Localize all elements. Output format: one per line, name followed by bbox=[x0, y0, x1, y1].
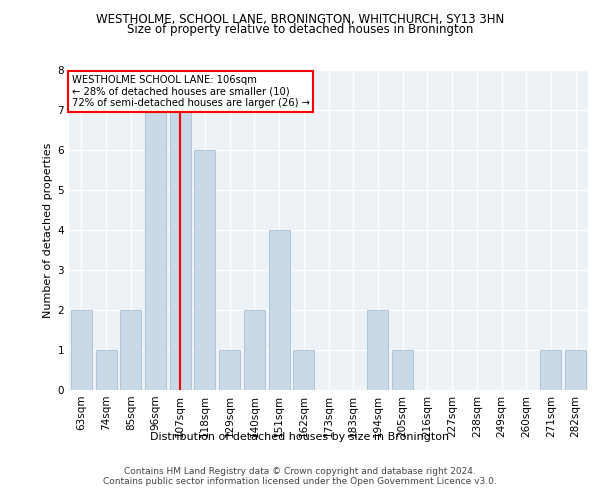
Text: Contains public sector information licensed under the Open Government Licence v3: Contains public sector information licen… bbox=[103, 477, 497, 486]
Bar bbox=[269, 230, 290, 390]
Bar bbox=[293, 350, 314, 390]
Bar bbox=[194, 150, 215, 390]
Bar bbox=[120, 310, 141, 390]
Bar bbox=[145, 110, 166, 390]
Bar bbox=[565, 350, 586, 390]
Text: Size of property relative to detached houses in Bronington: Size of property relative to detached ho… bbox=[127, 22, 473, 36]
Bar bbox=[170, 110, 191, 390]
Bar bbox=[541, 350, 562, 390]
Bar bbox=[95, 350, 116, 390]
Text: WESTHOLME, SCHOOL LANE, BRONINGTON, WHITCHURCH, SY13 3HN: WESTHOLME, SCHOOL LANE, BRONINGTON, WHIT… bbox=[96, 12, 504, 26]
Bar bbox=[367, 310, 388, 390]
Bar bbox=[71, 310, 92, 390]
Text: Contains HM Land Registry data © Crown copyright and database right 2024.: Contains HM Land Registry data © Crown c… bbox=[124, 467, 476, 476]
Bar bbox=[392, 350, 413, 390]
Bar bbox=[244, 310, 265, 390]
Y-axis label: Number of detached properties: Number of detached properties bbox=[43, 142, 53, 318]
Bar bbox=[219, 350, 240, 390]
Text: Distribution of detached houses by size in Bronington: Distribution of detached houses by size … bbox=[151, 432, 449, 442]
Text: WESTHOLME SCHOOL LANE: 106sqm
← 28% of detached houses are smaller (10)
72% of s: WESTHOLME SCHOOL LANE: 106sqm ← 28% of d… bbox=[71, 75, 310, 108]
